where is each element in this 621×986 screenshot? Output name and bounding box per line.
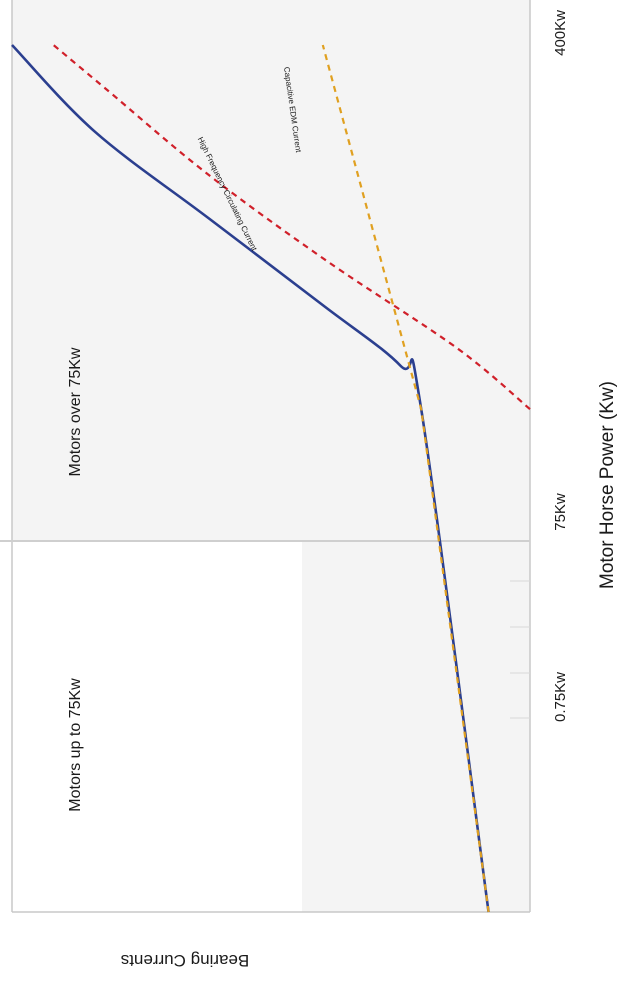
minor-ticks [510, 580, 530, 719]
series-line-0 [11, 44, 490, 913]
region-label-low: Motors up to 75Kw [67, 678, 84, 812]
x-tick-label: 75Kw [552, 493, 569, 531]
region-low-background [12, 541, 302, 912]
x-tick-label: 400Kw [552, 10, 569, 56]
series-line-2 [52, 44, 531, 410]
x-tick-label: 0.75Kw [552, 672, 569, 722]
region-high-background [12, 0, 312, 541]
series-line-1 [321, 44, 490, 913]
region-label-high: Motors over 75Kw [67, 347, 84, 476]
y-axis-label: Bearing Currents [121, 951, 250, 970]
series-layer [11, 44, 531, 913]
x-axis-label: Motor Horse Power (Kw) [597, 381, 618, 589]
